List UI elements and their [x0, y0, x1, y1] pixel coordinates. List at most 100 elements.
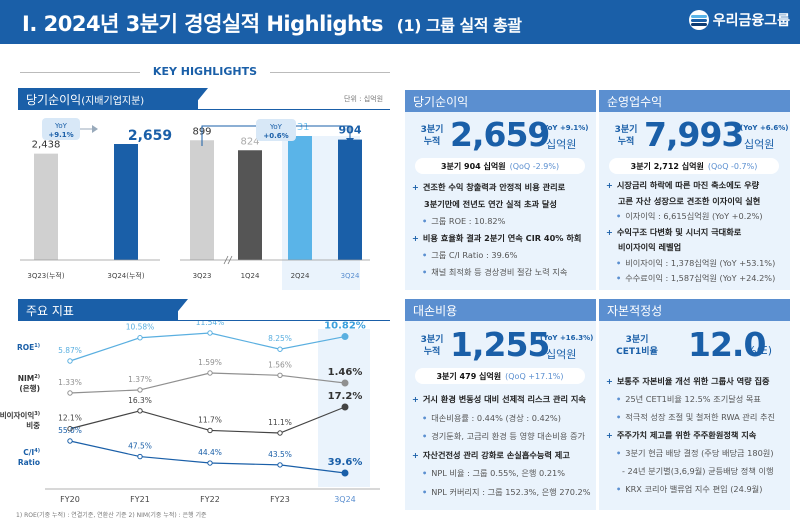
net-income-panel-title: 당기순이익: [405, 90, 596, 112]
x-tick-label: FY20: [60, 495, 80, 504]
cap-period-label: 3분기 CET1비율: [616, 335, 658, 357]
bullet-item: + 시장금리 하락에 따른 마진 축소에도 우량: [606, 180, 760, 190]
op-unit: 십억원: [744, 138, 775, 151]
data-point: [137, 387, 143, 393]
key-highlights-label: KEY HIGHLIGHTS: [20, 64, 390, 80]
x-tick-label: FY22: [200, 495, 220, 504]
bullet-item: + 거시 환경 변동성 대비 선제적 리스크 관리 지속: [412, 394, 586, 404]
bullet-item: 3분기만에 전년도 연간 실적 초과 달성: [424, 199, 557, 209]
bar: [238, 150, 262, 260]
bullet-item: 비이자이익 레벨업: [618, 242, 682, 252]
bullet-item: • 채널 최적화 등 경상경비 절감 노력 지속: [422, 267, 568, 277]
bullet-item: + 견조한 수익 창출력과 안정적 비용 관리로: [412, 182, 566, 192]
indicators-section-header: 주요 지표: [18, 299, 178, 321]
category-label: 3Q24: [341, 272, 360, 280]
bullet-item: • 이자이익 : 6,615십억원 (YoY +0.2%): [616, 211, 763, 221]
op-yoy: (YoY +6.6%): [740, 124, 789, 132]
yoy-badge: [42, 118, 80, 140]
data-point: [341, 379, 349, 387]
bullet-item: • KRX 코리아 밸류업 지수 편입 (24.9월): [616, 484, 763, 494]
data-label: 1.59%: [198, 358, 222, 367]
series-label: 비이자이익3): [0, 410, 40, 420]
data-point: [137, 335, 143, 341]
arrow-icon: [92, 125, 98, 133]
data-label: 11.54%: [196, 321, 225, 327]
capital-panel-title: 자본적정성: [599, 299, 790, 321]
data-label: 10.82%: [324, 321, 366, 332]
bullet-item: + 수익구조 다변화 및 시너지 극대화로: [606, 226, 742, 237]
cc-quarter-pill: 3분기 479 십억원 (QoQ +17.1%): [415, 368, 585, 384]
bullet-item: + 자산건전성 관리 강화로 손실흡수능력 제고: [412, 449, 570, 460]
data-point: [207, 427, 213, 434]
series-label: NIM2): [18, 374, 40, 383]
data-label: 1.33%: [58, 378, 82, 387]
brand-logo: 우리금융그룹: [688, 10, 790, 30]
data-label: 1.46%: [328, 367, 363, 378]
net-income-section-header: 당기순이익 (지배기업지분): [18, 88, 198, 110]
logo-icon: [688, 10, 709, 30]
cc-big-value: 1,255: [450, 325, 550, 364]
bullet-item: • 적극적 성장 조절 및 철저한 RWA 관리 추진: [616, 412, 776, 422]
ni-unit: 십억원: [546, 138, 577, 151]
data-label: 5.87%: [58, 346, 82, 355]
series-line: [69, 332, 346, 362]
data-point: [277, 372, 283, 379]
data-point: [67, 358, 73, 364]
data-point: [277, 430, 283, 436]
op-period-label: 3분기 누적: [614, 125, 638, 147]
data-point: [341, 469, 349, 477]
data-label: 39.6%: [328, 457, 363, 468]
bullet-item: + 주주가치 제고를 위한 주주환원정책 지속: [606, 430, 757, 440]
bar-value-label: 824: [240, 136, 259, 147]
ni-period-label: 3분기 누적: [420, 125, 444, 147]
data-label: 1.56%: [268, 360, 292, 369]
data-label: 47.5%: [128, 442, 152, 451]
data-point: [341, 403, 349, 411]
x-tick-label: 3Q24: [334, 495, 356, 504]
footnote: 1) ROE(기중 누적) : 연결기준, 연환산 기준 2) NIM(기중 누…: [16, 512, 207, 519]
page-header: I. 2024년 3분기 경영실적 Highlights (1) 그룹 실적 총…: [0, 0, 800, 44]
data-label: 12.1%: [58, 414, 82, 423]
cc-period-label: 3분기 누적: [420, 335, 444, 357]
bar: [190, 140, 214, 260]
badge-text: +9.1%: [48, 131, 73, 139]
series-label: 비중: [26, 420, 40, 430]
bullet-item: • NPL 비율 : 그룹 0.55%, 은행 0.21%: [422, 468, 566, 478]
bullet-item: • 대손비용률 : 0.44% (경상 : 0.42%): [422, 412, 561, 423]
series-label: (은행): [19, 383, 40, 393]
data-label: 43.5%: [268, 450, 292, 459]
badge-text: YoY: [54, 122, 68, 130]
data-point: [67, 438, 73, 444]
credit-cost-panel-title: 대손비용: [405, 299, 596, 321]
cc-yoy: (YoY +16.3%): [540, 334, 594, 342]
bullet-item: • 수수료이익 : 1,587십억원 (YoY +24.2%): [616, 273, 776, 283]
bullet-item: + 보통주 자본비율 개선 위한 그룹사 역량 집중: [606, 376, 770, 386]
category-label: 3Q23: [193, 272, 212, 280]
data-label: 55.0%: [58, 426, 82, 435]
cap-big-value: 12.0: [688, 325, 766, 364]
bar: [34, 153, 58, 260]
data-point: [207, 330, 213, 336]
series-label: C/I4): [23, 448, 40, 457]
data-label: 16.3%: [128, 396, 152, 405]
data-point: [67, 426, 73, 432]
op-big-value: 7,993: [644, 115, 744, 154]
bar: [338, 139, 362, 260]
data-label: 11.7%: [198, 415, 222, 424]
data-label: 44.4%: [198, 448, 222, 457]
bullet-item: • 그룹 C/I Ratio : 39.6%: [422, 250, 518, 260]
category-label: 3Q23(누적): [27, 271, 64, 280]
cap-unit: %(E): [746, 344, 772, 357]
ni-yoy: (YoY +9.1%): [540, 124, 589, 132]
badge-text: YoY: [269, 123, 283, 131]
bullet-item: • 25년 CET1비율 12.5% 조기달성 목표: [616, 394, 761, 404]
bullet-item: • 비이자이익 : 1,378십억원 (YoY +53.1%): [616, 257, 776, 268]
bar: [114, 144, 138, 260]
cc-unit: 십억원: [546, 348, 577, 361]
data-label: 11.1%: [268, 418, 292, 427]
ni-quarter-pill: 3분기 904 십억원 (QoQ -2.9%): [415, 158, 585, 174]
data-label: 8.25%: [268, 334, 292, 343]
category-label: 3Q24(누적): [107, 271, 144, 280]
badge-text: +0.6%: [263, 132, 288, 140]
